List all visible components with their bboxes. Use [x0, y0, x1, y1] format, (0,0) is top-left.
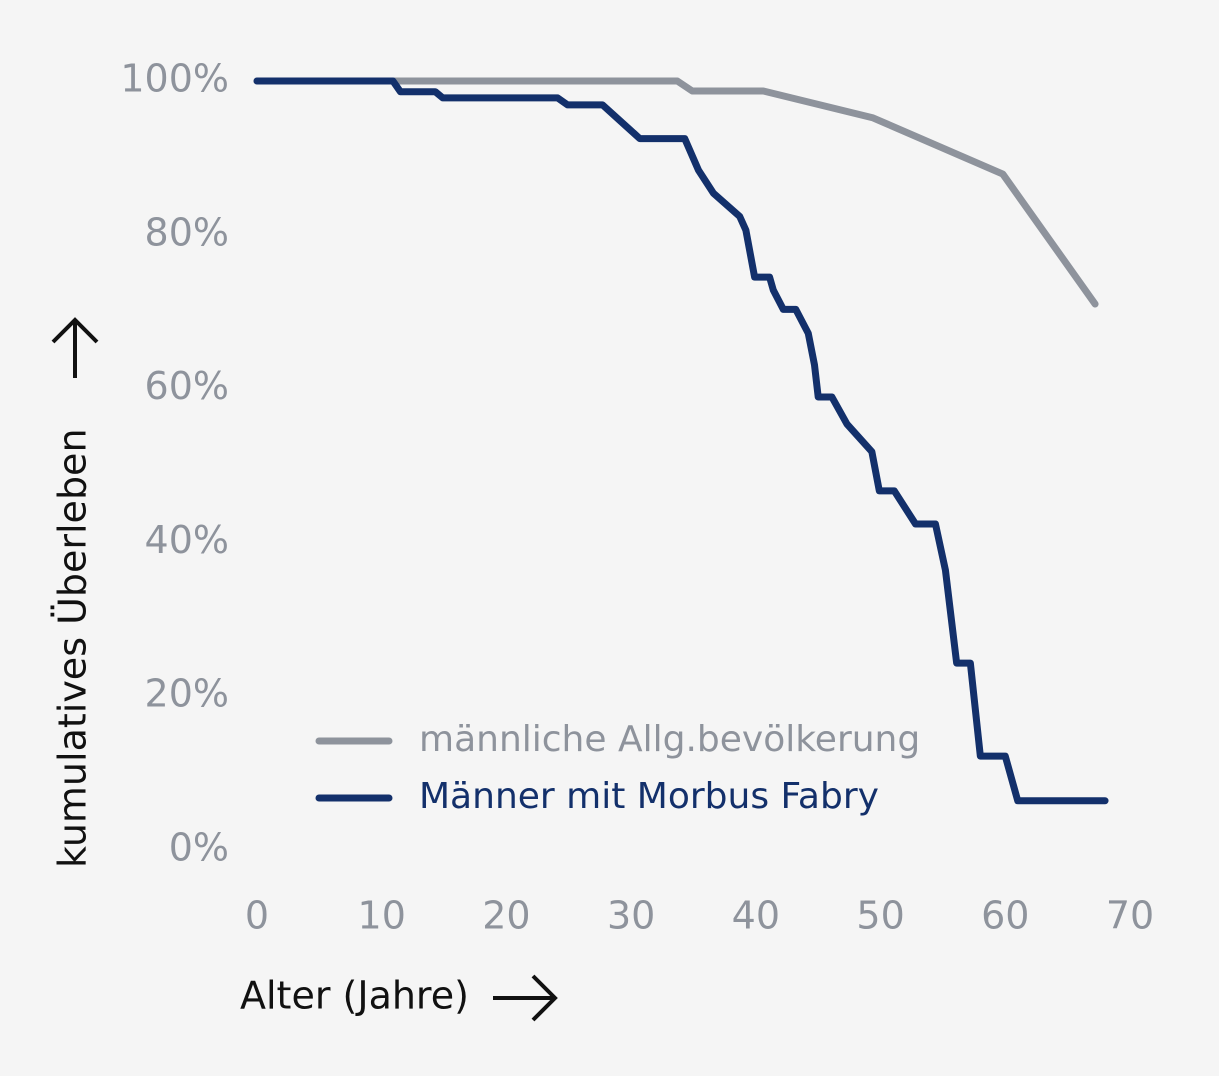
y-axis-label: kumulatives Überleben — [51, 428, 95, 868]
line — [253, 77, 1109, 805]
x-axis-label: Alter (Jahre) — [240, 974, 469, 1018]
x-tick-label: 10 — [358, 894, 406, 938]
x-axis-arrow — [493, 974, 558, 1022]
x-tick-label: 20 — [482, 894, 530, 938]
x-tick-label: 50 — [856, 894, 904, 938]
x-tick-label: 70 — [1106, 894, 1154, 938]
y-tick-label: 0% — [169, 826, 229, 870]
y-tick-label: 80% — [145, 210, 229, 254]
legend-label: Männer mit Morbus Fabry — [419, 776, 879, 817]
y-axis-arrow — [51, 317, 99, 378]
x-tick-label: 0 — [245, 894, 269, 938]
y-tick-label: 20% — [145, 672, 229, 716]
y-tick-label: 60% — [145, 364, 229, 408]
x-tick-label: 30 — [607, 894, 655, 938]
line — [253, 77, 1099, 308]
y-tick-label: 40% — [145, 518, 229, 562]
x-tick-label: 60 — [981, 894, 1029, 938]
legend-label: männliche Allg.bevölkerung — [419, 719, 920, 760]
y-tick-label: 100% — [120, 57, 229, 101]
x-tick-label: 40 — [732, 894, 780, 938]
